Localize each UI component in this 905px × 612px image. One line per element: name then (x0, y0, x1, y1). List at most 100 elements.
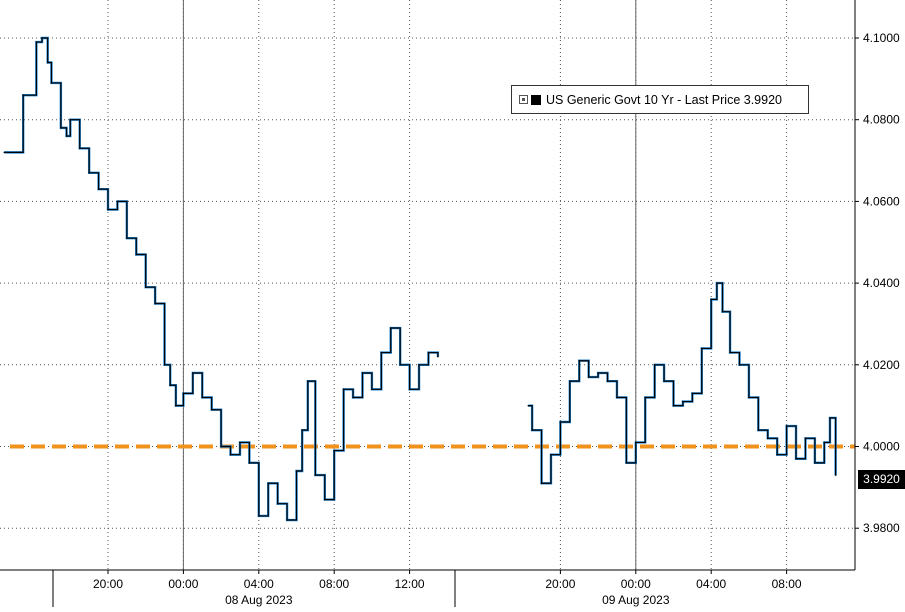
date-label: 09 Aug 2023 (602, 593, 670, 607)
data-point (201, 396, 204, 399)
data-point (785, 425, 788, 427)
data-point (587, 376, 590, 378)
data-point (814, 462, 816, 464)
data-point (220, 445, 222, 448)
data-point (286, 519, 288, 521)
data-point (834, 474, 837, 476)
data-point (408, 388, 411, 391)
data-point (126, 237, 128, 239)
data-point (371, 388, 373, 391)
series-line (528, 282, 837, 484)
data-point (427, 351, 430, 354)
y-tick-label: 4.0600 (863, 194, 900, 208)
data-point (616, 396, 618, 399)
data-point (672, 404, 675, 407)
data-point (716, 282, 718, 284)
x-tick-label: 00:00 (621, 577, 651, 591)
data-point (757, 429, 760, 431)
y-tick-label: 4.0000 (863, 440, 900, 454)
data-point (729, 351, 731, 354)
data-point (107, 208, 109, 211)
grid-layer (0, 0, 855, 570)
data-point (569, 380, 571, 382)
data-point (267, 482, 270, 485)
data-point (323, 498, 326, 501)
data-point (578, 359, 581, 362)
data-point (163, 364, 166, 366)
data-point (700, 347, 703, 350)
data-point (333, 449, 336, 452)
data-point (314, 474, 317, 476)
data-point (691, 392, 694, 395)
data-point (635, 441, 637, 444)
data-point (175, 404, 177, 407)
data-point (116, 200, 119, 203)
data-point (46, 61, 49, 64)
data-point (418, 364, 420, 366)
data-point (776, 453, 778, 456)
data-point (399, 364, 401, 366)
data-point (606, 380, 609, 382)
series-line-layer (3, 36, 837, 522)
data-point (50, 82, 53, 84)
x-tick-label: 20:00 (93, 577, 123, 591)
data-point (437, 355, 439, 358)
date-label: 08 Aug 2023 (225, 593, 293, 607)
y-tick-label: 3.9800 (863, 521, 900, 535)
data-point (276, 502, 279, 505)
data-point (295, 470, 298, 472)
data-point (169, 384, 172, 387)
data-point (361, 372, 364, 374)
x-tick-label: 12:00 (395, 577, 425, 591)
data-point (88, 172, 90, 174)
series-line-shadow (528, 281, 837, 485)
data-point (301, 429, 303, 431)
data-point (625, 462, 628, 464)
data-point (22, 94, 24, 96)
x-tick-label: 08:00 (772, 577, 802, 591)
y-tick-label: 4.0400 (863, 276, 900, 290)
data-point (738, 364, 741, 366)
last-price-tag: 3.9920 (858, 470, 905, 489)
legend-swatch (531, 94, 541, 105)
legend-label: US Generic Govt 10 Yr - Last Price 3.992… (546, 92, 782, 107)
data-point (41, 37, 43, 39)
data-point (653, 364, 656, 366)
data-point (795, 457, 797, 460)
data-point (69, 118, 72, 121)
data-point (229, 453, 232, 456)
data-point (823, 441, 826, 444)
data-point (527, 404, 530, 407)
data-point (144, 286, 147, 288)
data-point (60, 127, 62, 129)
legend[interactable]: US Generic Govt 10 Yr - Last Price 3.992… (511, 85, 809, 114)
data-point (3, 151, 6, 154)
legend-toggle-icon[interactable] (519, 95, 528, 104)
data-point (65, 135, 68, 137)
data-point (531, 429, 533, 431)
data-point (258, 515, 260, 517)
y-tick-label: 4.0800 (863, 113, 900, 127)
x-tick-label: 08:00 (319, 577, 349, 591)
y-tick-label: 4.0200 (863, 358, 900, 372)
data-point (352, 396, 354, 399)
data-point (710, 298, 712, 301)
y-tick-label: 4.1000 (863, 31, 900, 45)
x-tick-label: 04:00 (244, 577, 274, 591)
x-tick-label: 20:00 (545, 577, 575, 591)
data-point (550, 453, 552, 456)
data-point (210, 408, 213, 411)
data-point (248, 462, 251, 464)
data-point (389, 327, 392, 329)
data-point (540, 482, 543, 485)
data-point (97, 188, 100, 190)
data-point (239, 441, 241, 444)
data-point (192, 372, 194, 374)
data-point (78, 147, 81, 150)
series-line (4, 37, 439, 521)
data-point (307, 380, 309, 382)
x-tick-label: 04:00 (696, 577, 726, 591)
